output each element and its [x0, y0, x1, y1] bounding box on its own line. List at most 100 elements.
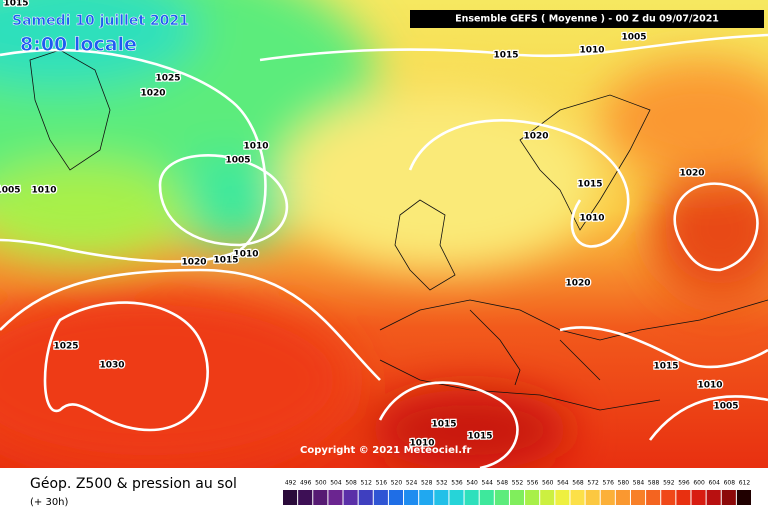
isobar-label: 1020: [181, 258, 206, 268]
scale-label: 596: [678, 480, 690, 487]
scale-label: 492: [285, 480, 297, 487]
isobar-label: 1015: [213, 256, 238, 266]
scale-swatch: [388, 490, 404, 505]
scale-swatch: [706, 490, 721, 505]
scale-label: 496: [300, 480, 312, 487]
scale-swatch: [298, 490, 313, 505]
scale-swatch: [419, 490, 434, 505]
scale-swatch: [661, 490, 676, 505]
legend-lead: (+ 30h): [30, 497, 69, 508]
isobar-label: 1010: [409, 439, 434, 449]
isobars: [0, 33, 768, 470]
scale-swatch: [313, 490, 328, 505]
scale-swatch: [404, 490, 419, 505]
scale-label: 564: [557, 480, 569, 487]
scale-label: 568: [572, 480, 584, 487]
isobar-label: 1020: [523, 132, 548, 142]
scale-swatch: [736, 490, 751, 505]
scale-label: 604: [708, 480, 720, 487]
field: [0, 0, 768, 470]
isobar-label: 1015: [653, 362, 678, 372]
scale-label: 580: [618, 480, 630, 487]
scale-swatch: [434, 490, 449, 505]
isobar-label: 1015: [431, 420, 456, 430]
scale-label: 608: [724, 480, 736, 487]
scale-swatch: [676, 490, 691, 505]
isobar-label: 1010: [233, 250, 258, 260]
run-banner: [410, 10, 764, 28]
isobar-label: 1010: [579, 214, 604, 224]
isobar-label: 1010: [31, 186, 56, 196]
scale-swatch: [358, 490, 373, 505]
scale-swatch: [646, 490, 661, 505]
scale-label: 592: [663, 480, 675, 487]
scale-swatch: [464, 490, 479, 505]
scale-swatch: [555, 490, 570, 505]
scale-swatch: [585, 490, 600, 505]
scale-swatch: [373, 490, 388, 505]
scale-swatch: [525, 490, 540, 505]
isobar-label: 1005: [225, 156, 250, 166]
scale-label: 600: [693, 480, 705, 487]
scale-label: 576: [603, 480, 615, 487]
color-scale: 492 496 500 504 508 512 516 520 524 528 532 536 540 5…: [283, 480, 751, 505]
isobar-label: 1015: [577, 180, 602, 190]
scale-swatch: [449, 490, 464, 505]
scale-swatch: [509, 490, 525, 505]
isobar-label: 1020: [565, 279, 590, 289]
scale-label: 544: [482, 480, 494, 487]
scale-label: 504: [330, 480, 342, 487]
isobar-label: 1010: [697, 381, 722, 391]
isobar-label: 1015: [3, 0, 28, 9]
run-info: Ensemble GEFS ( Moyenne ) - 00 Z du 09/0…: [455, 14, 719, 25]
scale-label: 508: [345, 480, 357, 487]
isobar-label: 1005: [621, 33, 646, 43]
scale-label: 552: [512, 480, 524, 487]
scale-label: 512: [360, 480, 372, 487]
scale-label: 540: [466, 480, 478, 487]
isobar-label: 1020: [140, 89, 165, 99]
scale-label: 572: [587, 480, 599, 487]
scale-label: 520: [391, 480, 403, 487]
scale-label: 516: [376, 480, 388, 487]
date: Samedi 10 juillet 2021: [12, 13, 189, 29]
scale-label: 536: [451, 480, 463, 487]
scale-label: 584: [633, 480, 645, 487]
scale-swatch: [479, 490, 494, 505]
scale-label: 612: [739, 480, 751, 487]
legend-title: Géop. Z500 & pression au sol: [30, 476, 237, 492]
isobar-label: 1015: [493, 51, 518, 61]
scale-swatch: [494, 490, 509, 505]
scale-label: 500: [315, 480, 327, 487]
scale-swatch: [691, 490, 706, 505]
coastlines: [29, 49, 768, 411]
isobar-label: 1020: [679, 169, 704, 179]
isobar-label: 1005: [713, 402, 738, 412]
isobar-label: 1025: [155, 74, 180, 84]
isobar-label: 1030: [99, 361, 124, 371]
isobar-label: 1015: [467, 432, 492, 442]
scale-swatch: [283, 490, 298, 505]
isobar-label: 1010: [243, 142, 268, 152]
scale-swatch: [600, 490, 615, 505]
copyright: Copyright © 2021 Meteociel.fr: [300, 445, 471, 456]
scale-label: 524: [406, 480, 418, 487]
isobar-label: 1025: [53, 342, 78, 352]
scale-swatch: [540, 490, 555, 505]
scale-label: 548: [497, 480, 509, 487]
scale-swatch: [630, 490, 646, 505]
scale-label: 528: [421, 480, 433, 487]
scale-label: 588: [648, 480, 660, 487]
isobar-labels: 1015102510201015101010051010100510051010…: [0, 0, 740, 450]
scale-swatch: [328, 490, 343, 505]
scale-label: 560: [542, 480, 554, 487]
scale-swatch: [343, 490, 358, 505]
scale-swatch: [615, 490, 630, 505]
local-time: 8:00 locale: [20, 34, 137, 56]
isobar-label: 1010: [579, 46, 604, 56]
isobar-label: 1005: [0, 186, 21, 196]
scale-label: 556: [527, 480, 539, 487]
scale-swatch: [721, 490, 736, 505]
scale-label: 532: [436, 480, 448, 487]
